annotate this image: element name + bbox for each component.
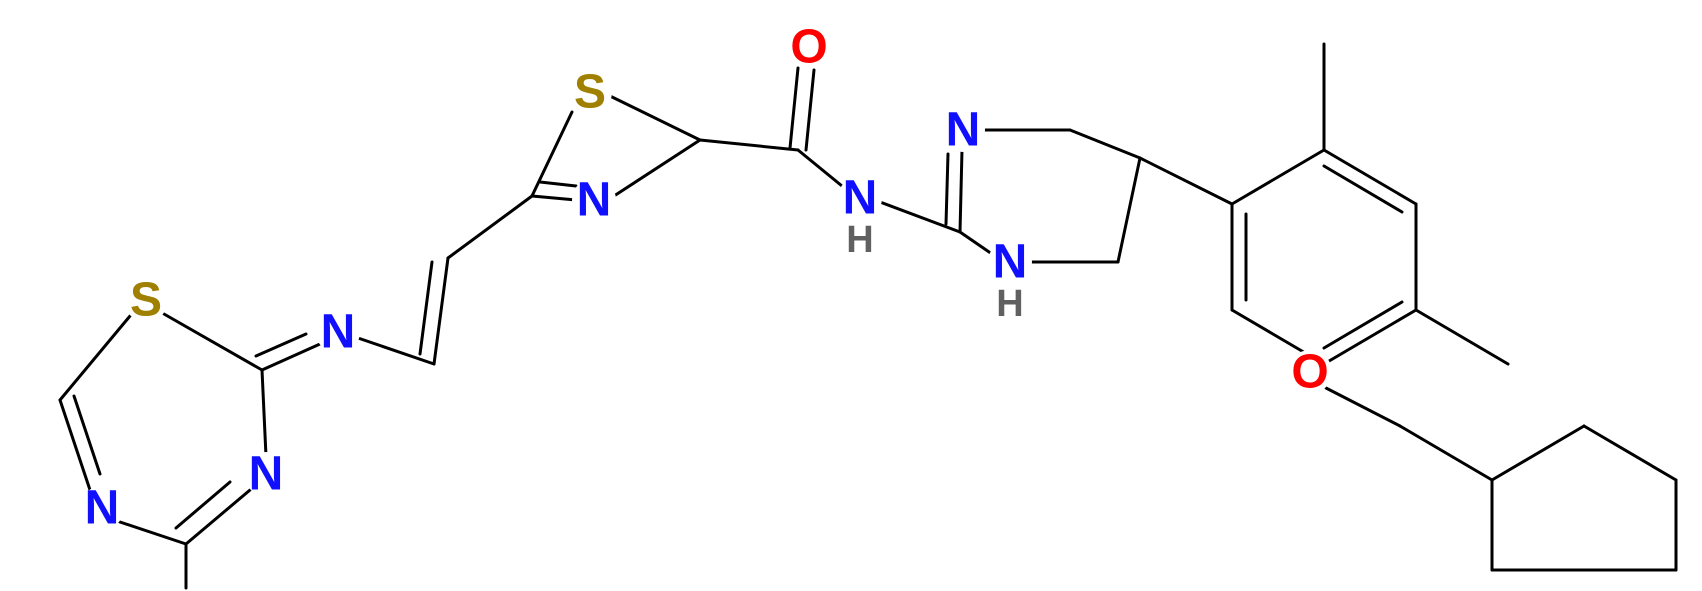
atom-N: N — [993, 236, 1028, 289]
atom-N: N — [85, 482, 120, 535]
bond — [960, 232, 992, 254]
atom-O: O — [790, 21, 827, 74]
bond — [806, 70, 814, 150]
bond — [1070, 130, 1140, 158]
bond — [1118, 158, 1140, 262]
bond — [614, 140, 700, 196]
bond — [1232, 150, 1324, 204]
atom-S: S — [574, 66, 606, 119]
bond — [262, 370, 266, 456]
bond — [946, 154, 948, 224]
bond — [60, 400, 90, 490]
atom-H: H — [996, 283, 1023, 325]
bond — [798, 150, 842, 186]
bond — [790, 68, 798, 148]
bond — [434, 258, 448, 364]
bond — [1492, 426, 1584, 480]
bond — [532, 196, 576, 200]
bond — [1400, 426, 1492, 480]
atom-N: N — [843, 172, 878, 225]
bond — [960, 150, 962, 232]
atom-N: N — [946, 104, 981, 157]
bond — [164, 314, 262, 370]
bond — [60, 316, 130, 400]
bond — [610, 96, 700, 140]
bond — [1140, 158, 1232, 204]
chemical-structure: OSNNNHNHONNNS — [0, 0, 1702, 591]
bond — [420, 262, 432, 354]
bond — [1584, 426, 1676, 480]
bond — [74, 396, 100, 474]
bond — [1416, 310, 1508, 364]
bond — [186, 490, 250, 544]
bond — [1324, 310, 1416, 364]
atom-N: N — [577, 174, 612, 227]
bond — [176, 482, 230, 528]
bond — [700, 140, 798, 150]
atom-N: N — [249, 448, 284, 501]
bonds-layer — [60, 44, 1676, 588]
bond — [114, 520, 186, 544]
bond — [448, 196, 532, 258]
atoms-layer: OSNNNHNHONNNS — [80, 21, 1332, 535]
bond — [1326, 388, 1400, 426]
atom-N: N — [321, 306, 356, 359]
atom-S: S — [130, 274, 162, 327]
atom-H: H — [846, 219, 873, 261]
bond — [1324, 150, 1416, 204]
bond — [540, 182, 576, 186]
atom-O: O — [1291, 346, 1328, 399]
